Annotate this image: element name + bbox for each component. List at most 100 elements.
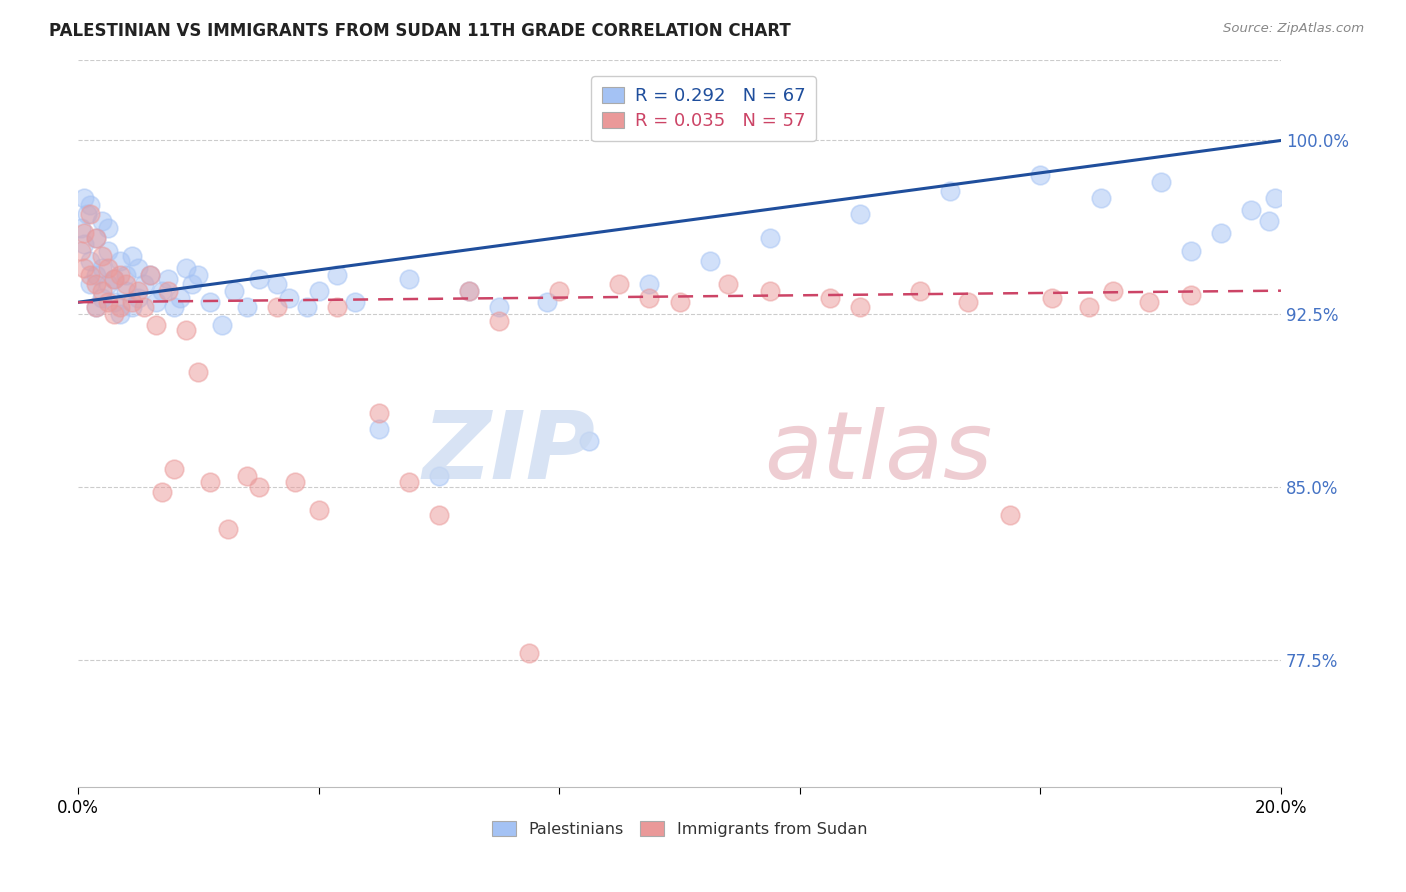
Point	[134, 300, 156, 314]
Point	[1264, 191, 1286, 205]
Point	[1029, 168, 1052, 182]
Point	[758, 284, 780, 298]
Point	[1150, 175, 1173, 189]
Point	[1180, 288, 1202, 302]
Point	[578, 434, 600, 448]
Point	[427, 468, 450, 483]
Point	[488, 314, 510, 328]
Text: atlas: atlas	[763, 407, 993, 498]
Point	[157, 272, 180, 286]
Point	[84, 300, 107, 314]
Point	[398, 272, 420, 286]
Point	[84, 230, 107, 244]
Point	[121, 300, 143, 314]
Text: PALESTINIAN VS IMMIGRANTS FROM SUDAN 11TH GRADE CORRELATION CHART: PALESTINIAN VS IMMIGRANTS FROM SUDAN 11T…	[49, 22, 792, 40]
Point	[277, 291, 299, 305]
Point	[97, 221, 120, 235]
Point	[110, 268, 132, 282]
Point	[139, 268, 162, 282]
Point	[127, 284, 149, 298]
Point	[115, 277, 138, 291]
Point	[91, 284, 114, 298]
Point	[121, 249, 143, 263]
Point	[247, 480, 270, 494]
Point	[103, 295, 125, 310]
Point	[91, 249, 114, 263]
Point	[97, 244, 120, 259]
Point	[536, 295, 558, 310]
Point	[97, 277, 120, 291]
Point	[458, 284, 481, 298]
Point	[127, 260, 149, 275]
Point	[488, 300, 510, 314]
Point	[150, 484, 173, 499]
Point	[818, 291, 841, 305]
Point	[609, 277, 631, 291]
Point	[181, 277, 204, 291]
Point	[211, 318, 233, 333]
Point	[115, 268, 138, 282]
Point	[367, 422, 389, 436]
Point	[187, 365, 209, 379]
Point	[1258, 214, 1281, 228]
Point	[134, 277, 156, 291]
Point	[157, 284, 180, 298]
Point	[145, 295, 167, 310]
Point	[1090, 191, 1112, 205]
Point	[103, 307, 125, 321]
Point	[1137, 295, 1160, 310]
Point	[79, 198, 101, 212]
Point	[169, 291, 191, 305]
Point	[1180, 244, 1202, 259]
Point	[398, 475, 420, 490]
Point	[110, 300, 132, 314]
Point	[717, 277, 740, 291]
Point	[79, 207, 101, 221]
Point	[150, 284, 173, 298]
Point	[235, 300, 257, 314]
Point	[1000, 508, 1022, 522]
Text: Source: ZipAtlas.com: Source: ZipAtlas.com	[1223, 22, 1364, 36]
Point	[1101, 284, 1123, 298]
Point	[79, 253, 101, 268]
Point	[176, 260, 198, 275]
Point	[957, 295, 980, 310]
Point	[163, 300, 186, 314]
Point	[295, 300, 318, 314]
Point	[668, 295, 690, 310]
Point	[266, 300, 288, 314]
Legend: Palestinians, Immigrants from Sudan: Palestinians, Immigrants from Sudan	[484, 814, 875, 845]
Point	[266, 277, 288, 291]
Point	[91, 291, 114, 305]
Point	[73, 226, 96, 240]
Point	[1240, 202, 1263, 217]
Point	[939, 184, 962, 198]
Point	[1042, 291, 1064, 305]
Point	[224, 284, 246, 298]
Point	[97, 260, 120, 275]
Point	[163, 461, 186, 475]
Point	[343, 295, 366, 310]
Point	[247, 272, 270, 286]
Point	[84, 300, 107, 314]
Point	[121, 295, 143, 310]
Point	[76, 207, 98, 221]
Point	[79, 277, 101, 291]
Point	[70, 221, 93, 235]
Point	[1209, 226, 1232, 240]
Point	[325, 268, 347, 282]
Text: ZIP: ZIP	[422, 407, 595, 499]
Point	[84, 277, 107, 291]
Point	[200, 295, 222, 310]
Point	[73, 237, 96, 252]
Point	[110, 253, 132, 268]
Point	[103, 272, 125, 286]
Point	[849, 300, 872, 314]
Point	[235, 468, 257, 483]
Point	[699, 253, 721, 268]
Point	[91, 260, 114, 275]
Point	[427, 508, 450, 522]
Point	[284, 475, 307, 490]
Point	[139, 268, 162, 282]
Point	[367, 406, 389, 420]
